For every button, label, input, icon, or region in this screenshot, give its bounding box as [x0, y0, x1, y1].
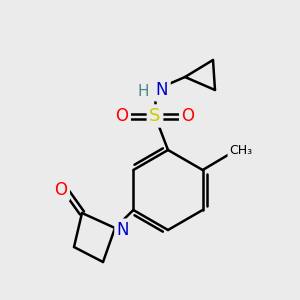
Text: N: N	[156, 81, 168, 99]
Text: O: O	[116, 107, 128, 125]
Text: N: N	[117, 221, 129, 239]
Text: O: O	[55, 181, 68, 199]
Text: S: S	[149, 107, 161, 125]
Text: CH₃: CH₃	[230, 143, 253, 157]
Text: H: H	[137, 83, 149, 98]
Text: O: O	[182, 107, 194, 125]
